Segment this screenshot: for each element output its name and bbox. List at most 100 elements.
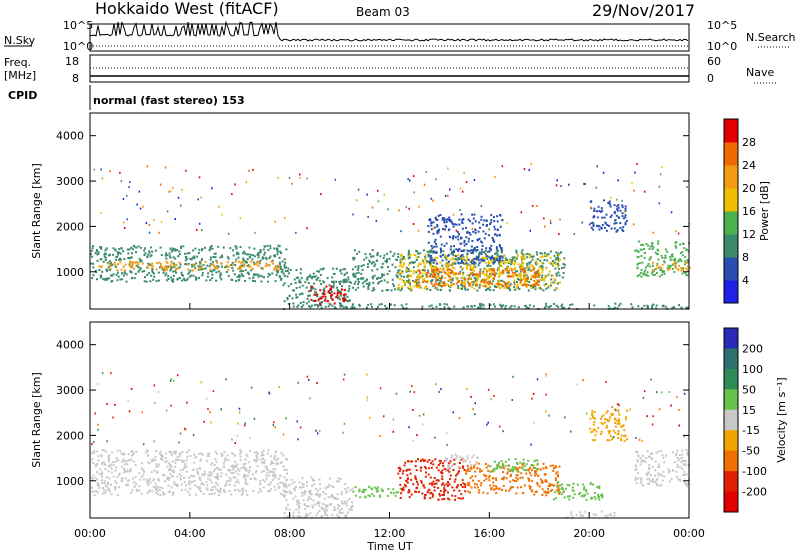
echo-pixel xyxy=(508,287,511,290)
echo-pixel xyxy=(440,255,443,258)
echo-pixel xyxy=(672,469,674,472)
echo-pixel xyxy=(429,273,432,276)
echo-pixel xyxy=(168,477,171,479)
echo-pixel xyxy=(503,281,506,283)
scatter-echo xyxy=(129,181,131,184)
scatter-echo xyxy=(273,421,275,424)
echo-pixel xyxy=(624,418,627,421)
echo-pixel xyxy=(171,266,173,269)
scatter-echo xyxy=(295,231,297,234)
echo-pixel xyxy=(513,286,516,289)
echo-pixel xyxy=(155,487,157,490)
echo-pixel xyxy=(179,263,182,266)
echo-pixel xyxy=(316,278,318,281)
echo-pixel xyxy=(647,471,650,474)
echo-pixel xyxy=(674,266,677,269)
echo-pixel xyxy=(180,489,183,492)
echo-pixel xyxy=(344,273,347,276)
echo-pixel xyxy=(307,282,310,284)
echo-pixel xyxy=(401,270,404,273)
echo-pixel xyxy=(442,482,445,485)
echo-pixel xyxy=(309,490,312,493)
scatter-echo xyxy=(375,219,378,222)
echo-pixel xyxy=(261,267,264,270)
echo-pixel xyxy=(91,452,94,455)
echo-pixel xyxy=(435,466,438,469)
echo-pixel xyxy=(93,451,96,454)
echo-pixel xyxy=(332,495,335,498)
x-tick-label: 04:00 xyxy=(174,527,206,540)
echo-pixel xyxy=(286,296,289,299)
echo-pixel xyxy=(239,452,242,455)
echo-pixel xyxy=(264,465,267,468)
echo-pixel xyxy=(193,453,196,456)
echo-pixel xyxy=(318,510,321,512)
echo-pixel xyxy=(647,472,650,475)
echo-pixel xyxy=(495,246,498,249)
echo-pixel xyxy=(140,259,143,262)
echo-pixel xyxy=(453,261,456,264)
echo-pixel xyxy=(206,264,209,267)
echo-pixel xyxy=(277,264,280,267)
echo-pixel xyxy=(397,255,400,258)
echo-pixel xyxy=(437,272,440,275)
echo-pixel xyxy=(497,461,500,464)
echo-pixel xyxy=(228,484,231,486)
echo-pixel xyxy=(333,292,336,295)
echo-pixel xyxy=(670,477,673,480)
echo-pixel xyxy=(530,269,533,272)
scatter-echo xyxy=(573,233,576,235)
echo-pixel xyxy=(353,275,356,278)
echo-pixel xyxy=(195,455,198,458)
echo-pixel xyxy=(148,479,151,482)
echo-pixel xyxy=(429,497,432,500)
echo-pixel xyxy=(569,304,572,306)
scatter-echo xyxy=(101,372,104,375)
echo-pixel xyxy=(354,265,357,268)
echo-pixel xyxy=(112,463,115,466)
echo-pixel xyxy=(436,225,439,228)
echo-pixel xyxy=(379,255,382,258)
echo-pixel xyxy=(147,454,149,457)
echo-pixel xyxy=(417,483,419,486)
echo-pixel xyxy=(502,262,505,265)
echo-pixel xyxy=(442,228,444,230)
echo-pixel xyxy=(342,281,345,284)
echo-pixel xyxy=(663,475,666,478)
echo-pixel xyxy=(418,281,421,284)
echo-pixel xyxy=(427,255,430,258)
echo-pixel xyxy=(605,426,608,429)
echo-pixel xyxy=(176,278,179,281)
echo-pixel xyxy=(270,488,273,490)
echo-pixel xyxy=(298,514,300,517)
echo-pixel xyxy=(522,278,525,281)
echo-pixel xyxy=(533,283,536,286)
echo-pixel xyxy=(454,453,457,456)
echo-pixel xyxy=(534,271,536,274)
echo-pixel xyxy=(547,286,550,289)
echo-pixel xyxy=(107,458,110,461)
echo-pixel xyxy=(151,265,154,268)
echo-pixel xyxy=(248,469,251,472)
echo-pixel xyxy=(319,296,322,299)
echo-pixel xyxy=(188,493,191,496)
echo-pixel xyxy=(657,472,660,475)
echo-pixel xyxy=(499,271,502,274)
echo-pixel xyxy=(547,306,550,309)
echo-pixel xyxy=(122,458,125,461)
scatter-echo xyxy=(316,382,318,384)
echo-pixel xyxy=(465,470,468,473)
colorbar-segment xyxy=(724,211,738,235)
echo-pixel xyxy=(469,220,472,223)
echo-pixel xyxy=(504,282,507,284)
echo-pixel xyxy=(450,456,453,459)
echo-pixel xyxy=(237,489,239,492)
echo-pixel xyxy=(139,267,142,270)
echo-pixel xyxy=(685,306,688,309)
echo-pixel xyxy=(675,246,678,249)
echo-pixel xyxy=(458,462,461,464)
echo-pixel xyxy=(583,486,586,489)
echo-pixel xyxy=(211,247,214,250)
echo-pixel xyxy=(262,449,265,452)
scatter-echo xyxy=(658,202,660,205)
